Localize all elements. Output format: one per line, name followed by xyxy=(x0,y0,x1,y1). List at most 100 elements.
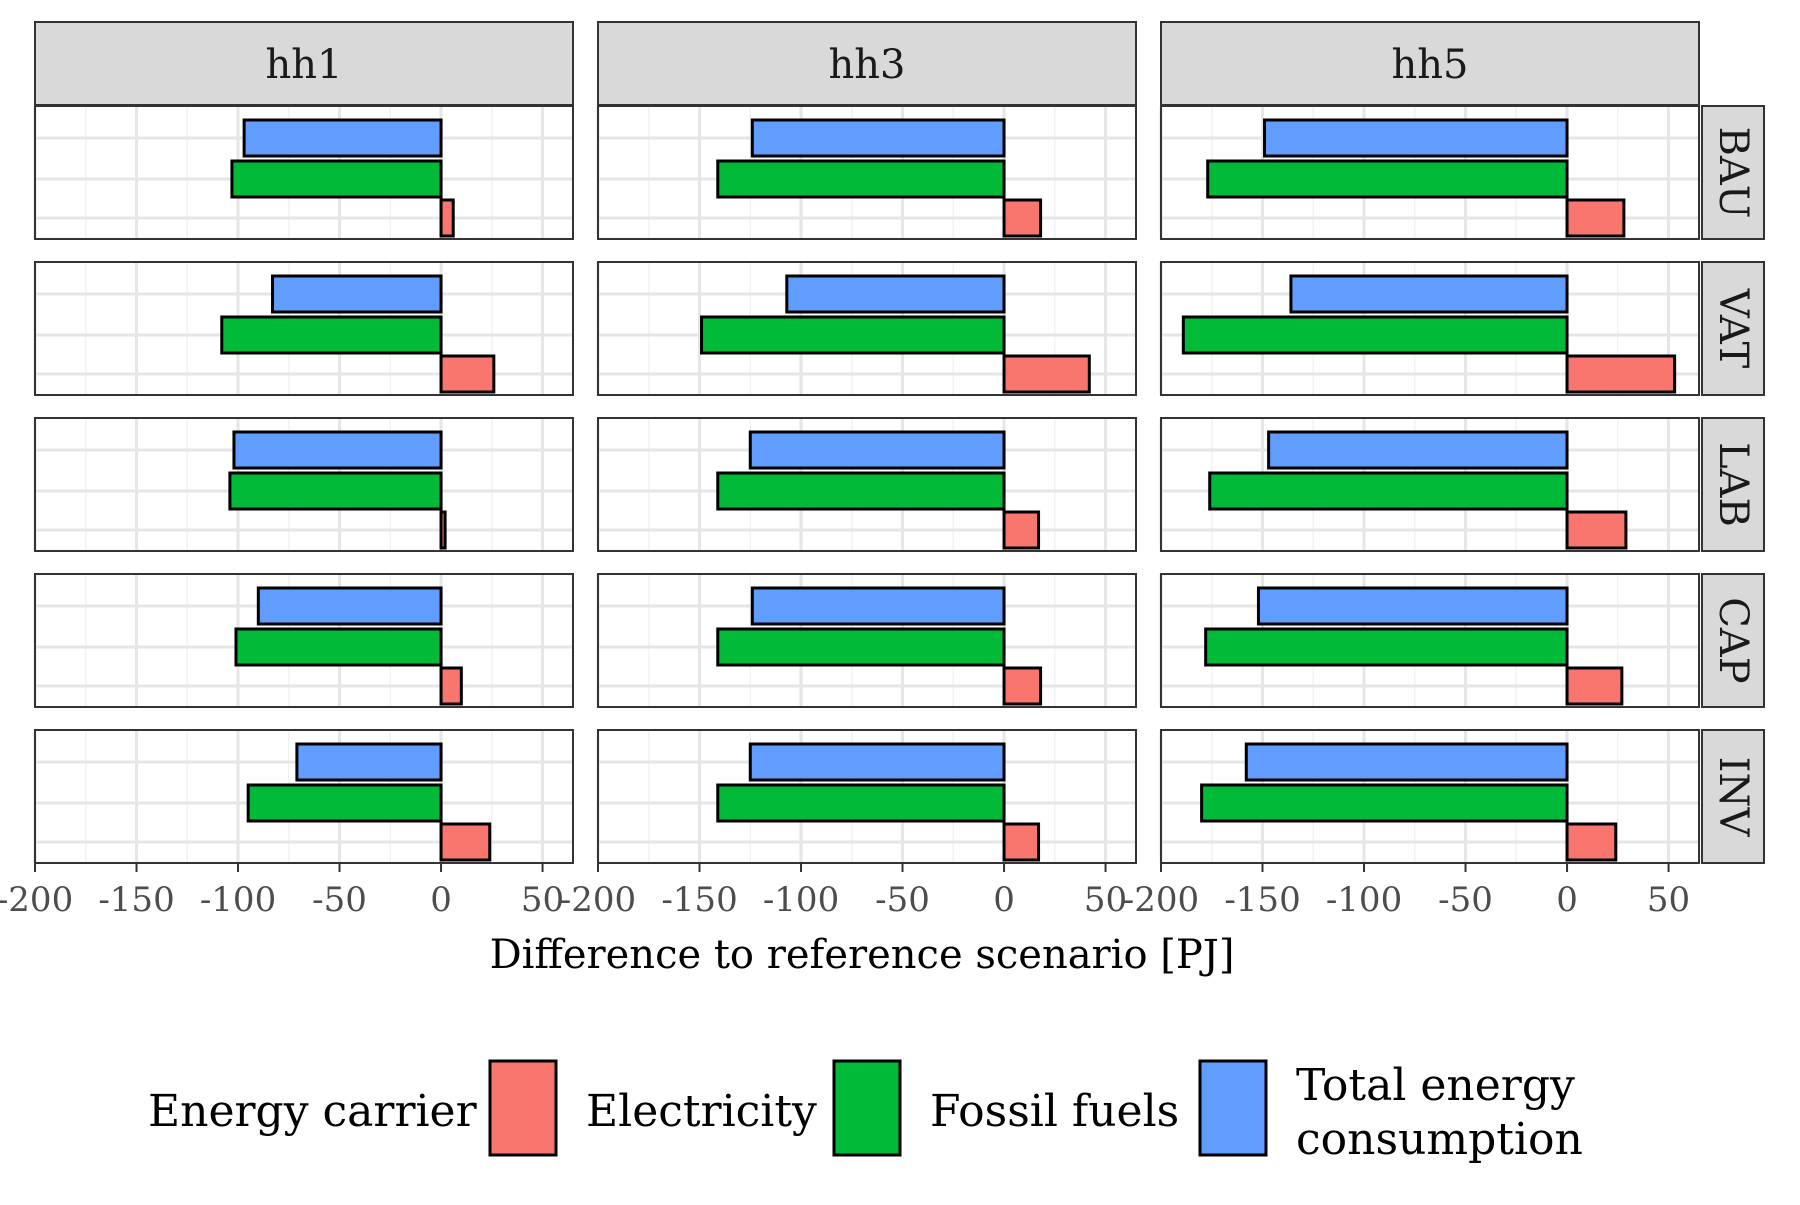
panel-frame-hh5-INV xyxy=(1160,729,1700,864)
bar-fossil-fuels-hh1-LAB xyxy=(228,471,443,511)
x-tick-label-hh3: -200 xyxy=(560,880,636,920)
bar-fossil-fuels-hh3-INV xyxy=(716,783,1006,823)
x-tick-label-hh5: 0 xyxy=(1556,880,1578,920)
facet-strip-CAP xyxy=(1701,573,1765,708)
bar-electricity-hh3-CAP xyxy=(1002,666,1043,706)
frames-layer xyxy=(34,105,1700,864)
legend-label-total-energy-line2: consumption xyxy=(1296,1114,1583,1165)
x-tick-label-hh3: -150 xyxy=(661,880,737,920)
bar-total-energy-consumption-hh5-VAT xyxy=(1289,274,1569,314)
panel-frame-hh1-LAB xyxy=(34,417,574,552)
bar-total-energy-consumption-hh1-INV xyxy=(295,742,443,782)
panel-frame-hh1-INV xyxy=(34,729,574,864)
facet-strip-label-BAU: BAU xyxy=(1710,127,1756,219)
facet-strip-INV xyxy=(1701,729,1765,864)
panel-frame-hh1-VAT xyxy=(34,261,574,396)
bar-electricity-hh5-LAB xyxy=(1565,510,1628,550)
bar-total-energy-consumption-hh5-LAB xyxy=(1267,430,1569,470)
legend-label-fossil-fuels: Fossil fuels xyxy=(930,1086,1179,1137)
legend-title: Energy carrier xyxy=(148,1086,478,1137)
x-tick-label-hh3: 0 xyxy=(993,880,1015,920)
panel-frame-hh3-VAT xyxy=(597,261,1137,396)
legend-key-electricity xyxy=(488,1059,558,1157)
bar-total-energy-consumption-hh5-BAU xyxy=(1263,118,1569,158)
bar-fossil-fuels-hh1-BAU xyxy=(230,159,443,199)
x-tick-label-hh1: -50 xyxy=(312,880,367,920)
bar-total-energy-consumption-hh3-BAU xyxy=(750,118,1006,158)
x-tick-label-hh5: -200 xyxy=(1123,880,1199,920)
panel-frame-hh1-CAP xyxy=(34,573,574,708)
x-tick-label-hh1: -150 xyxy=(98,880,174,920)
bar-electricity-hh3-INV xyxy=(1002,822,1041,862)
bar-total-energy-consumption-hh1-VAT xyxy=(271,274,443,314)
legend-key-fossil-fuels xyxy=(832,1059,902,1157)
x-tick-label-hh5: -50 xyxy=(1438,880,1493,920)
bar-fossil-fuels-hh5-LAB xyxy=(1208,471,1569,511)
bar-fossil-fuels-hh3-BAU xyxy=(716,159,1006,199)
bar-electricity-hh3-LAB xyxy=(1002,510,1041,550)
facet-strip-label-CAP: CAP xyxy=(1710,597,1756,683)
bar-total-energy-consumption-hh3-LAB xyxy=(748,430,1006,470)
facet-strip-label-INV: INV xyxy=(1710,757,1756,838)
x-tick-label-hh1: -100 xyxy=(200,880,276,920)
bar-electricity-hh3-VAT xyxy=(1002,354,1091,394)
panel-frame-hh5-CAP xyxy=(1160,573,1700,708)
bar-total-energy-consumption-hh1-LAB xyxy=(232,430,443,470)
bar-fossil-fuels-hh1-INV xyxy=(246,783,443,823)
facet-strip-label-hh3: hh3 xyxy=(829,42,906,88)
facet-strip-hh5 xyxy=(1160,21,1700,106)
bar-electricity-hh1-INV xyxy=(439,822,492,862)
x-axis-title: Difference to reference scenario [PJ] xyxy=(490,932,1235,978)
bar-electricity-hh5-BAU xyxy=(1565,198,1626,238)
x-tick-label-hh3: -100 xyxy=(763,880,839,920)
facet-strip-BAU xyxy=(1701,105,1765,240)
bar-electricity-hh1-CAP xyxy=(439,666,463,706)
bars-layer xyxy=(220,118,1677,862)
x-tick-label-hh1: 50 xyxy=(521,880,564,920)
bar-fossil-fuels-hh5-VAT xyxy=(1181,315,1569,355)
x-tick-label-hh3: 50 xyxy=(1084,880,1127,920)
bar-total-energy-consumption-hh1-BAU xyxy=(242,118,443,158)
bar-electricity-hh1-LAB xyxy=(439,510,447,550)
legend-label-total-energy-line1: Total energy xyxy=(1296,1060,1575,1111)
x-tick-label-hh1: 0 xyxy=(430,880,452,920)
facet-strip-label-hh5: hh5 xyxy=(1392,42,1469,88)
legend: Energy carrier Electricity Fossil fuels … xyxy=(148,1059,1583,1165)
x-tick-label-hh3: -50 xyxy=(875,880,930,920)
facet-strip-label-hh1: hh1 xyxy=(266,42,343,88)
panel-frame-hh5-LAB xyxy=(1160,417,1700,552)
bar-electricity-hh1-VAT xyxy=(439,354,496,394)
panel-frame-hh5-VAT xyxy=(1160,261,1700,396)
bar-total-energy-consumption-hh3-INV xyxy=(748,742,1006,782)
x-tick-label-hh5: -100 xyxy=(1326,880,1402,920)
x-tick-label-hh5: 50 xyxy=(1647,880,1690,920)
strips-layer: hh1 hh3 hh5 BAU VAT LAB CAP INV xyxy=(34,21,1765,864)
bar-total-energy-consumption-hh3-VAT xyxy=(785,274,1006,314)
x-tick-label-hh1: -200 xyxy=(0,880,73,920)
bar-fossil-fuels-hh3-CAP xyxy=(716,627,1006,667)
legend-label-electricity: Electricity xyxy=(586,1086,817,1137)
panel-frame-hh3-LAB xyxy=(597,417,1137,552)
x-tick-label-hh5: -150 xyxy=(1224,880,1300,920)
panel-frame-hh3-INV xyxy=(597,729,1137,864)
bar-electricity-hh3-BAU xyxy=(1002,198,1043,238)
bar-electricity-hh1-BAU xyxy=(439,198,455,238)
bar-total-energy-consumption-hh1-CAP xyxy=(256,586,443,626)
bar-total-energy-consumption-hh3-CAP xyxy=(750,586,1006,626)
bar-total-energy-consumption-hh5-INV xyxy=(1244,742,1569,782)
bar-total-energy-consumption-hh5-CAP xyxy=(1256,586,1569,626)
facet-strip-label-VAT: VAT xyxy=(1710,288,1756,369)
facet-strip-LAB xyxy=(1701,417,1765,552)
bar-fossil-fuels-hh3-LAB xyxy=(716,471,1006,511)
facet-strip-hh3 xyxy=(597,21,1137,106)
bar-fossil-fuels-hh1-CAP xyxy=(234,627,443,667)
bar-fossil-fuels-hh3-VAT xyxy=(700,315,1006,355)
panel-frame-hh3-CAP xyxy=(597,573,1137,708)
axes-layer: -200 -150 -100 -50 0 50-200 -150 -100 -50 0 50-200… xyxy=(0,863,1690,920)
facet-strip-label-LAB: LAB xyxy=(1710,442,1756,527)
bar-fossil-fuels-hh5-BAU xyxy=(1206,159,1569,199)
bar-fossil-fuels-hh1-VAT xyxy=(220,315,443,355)
bar-electricity-hh5-VAT xyxy=(1565,354,1677,394)
